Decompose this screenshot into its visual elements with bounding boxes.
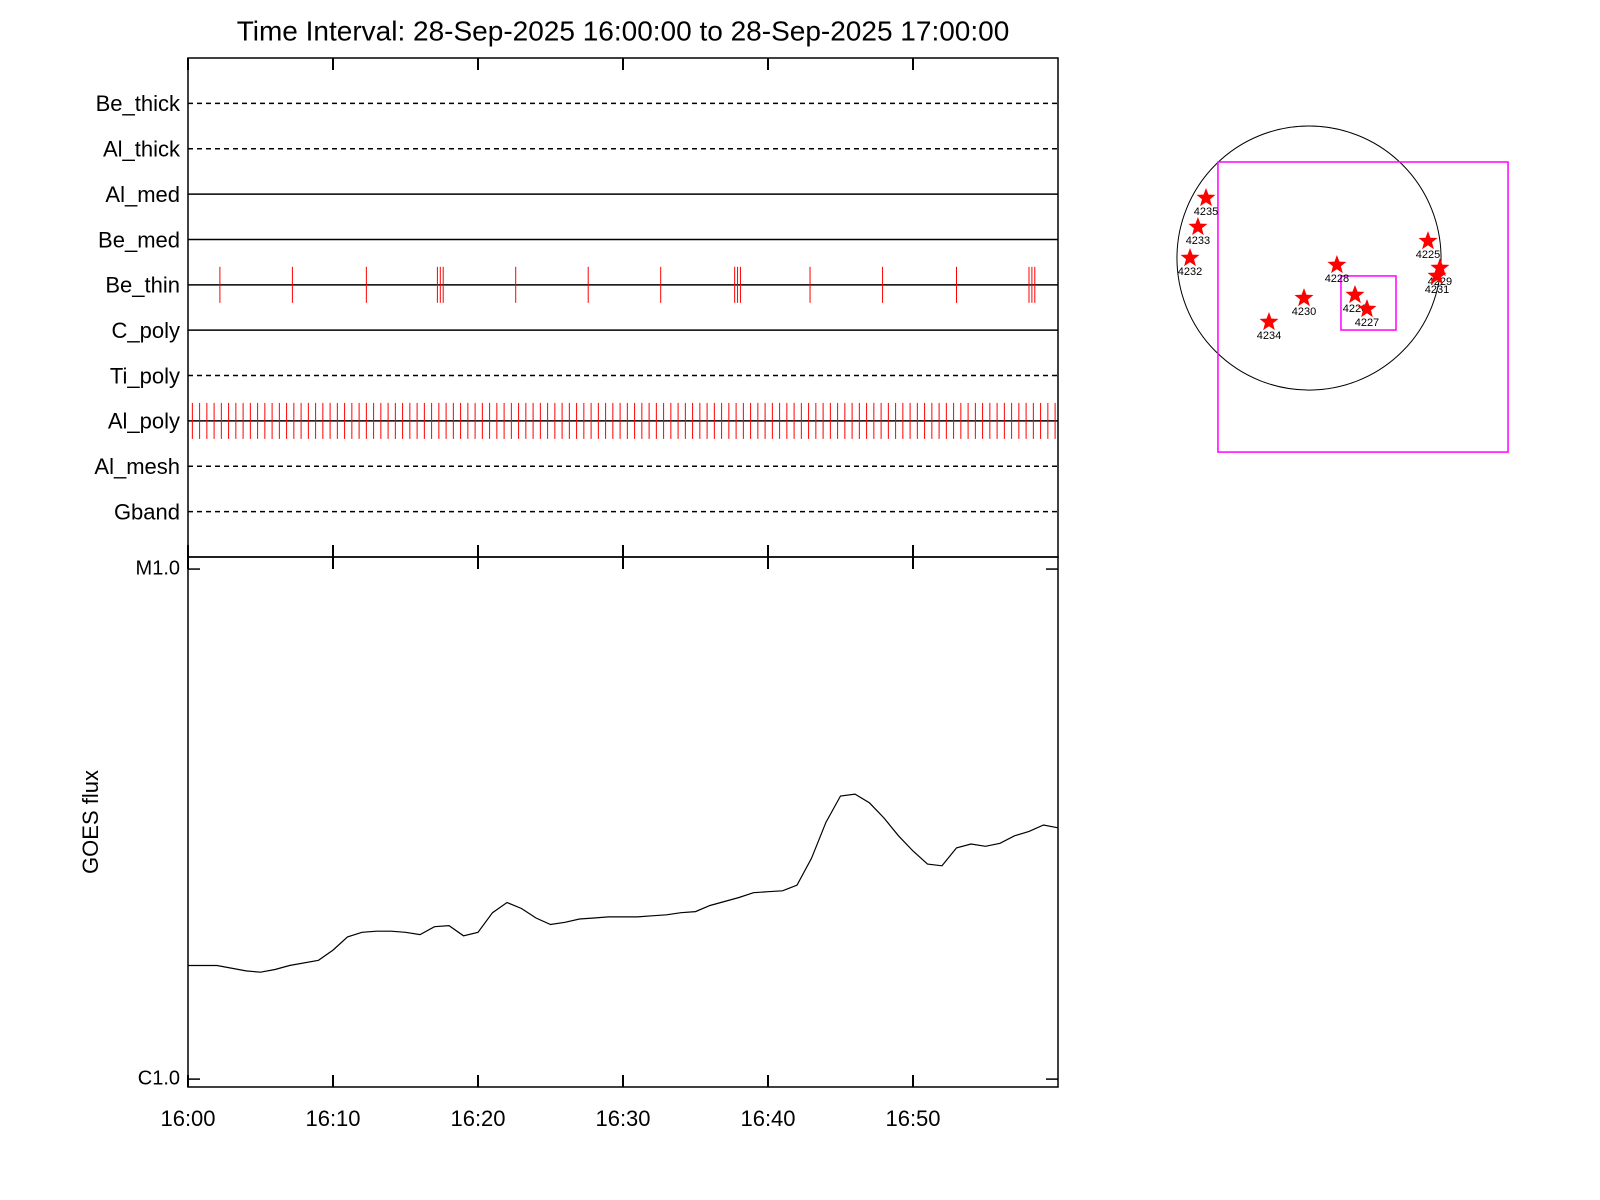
flux-line [188, 793, 1059, 973]
active-region-label: 4227 [1355, 317, 1379, 329]
y-axis-label: GOES flux [78, 770, 103, 874]
filter-label: Gband [114, 499, 180, 524]
panel-frame [187, 57, 1059, 558]
filter-label: C_poly [112, 318, 180, 343]
active-region-star [1345, 285, 1365, 304]
active-region-star [1427, 266, 1447, 285]
active-region-label: 4231 [1425, 284, 1449, 296]
filter-label: Al_mesh [94, 454, 180, 479]
filter-label: Al_thick [103, 137, 181, 162]
x-tick-label: 16:10 [305, 1106, 360, 1131]
active-region-star [1327, 255, 1347, 274]
y-tick-label: C1.0 [138, 1067, 180, 1089]
filter-label: Ti_poly [110, 363, 180, 388]
chart-title: Time Interval: 28-Sep-2025 16:00:00 to 2… [237, 15, 1010, 46]
x-tick-label: 16:20 [450, 1106, 505, 1131]
active-region-star [1259, 312, 1279, 331]
active-region-label: 4234 [1257, 330, 1281, 342]
active-region-star [1294, 288, 1314, 307]
x-tick-label: 16:50 [885, 1106, 940, 1131]
y-tick-label: M1.0 [136, 557, 180, 579]
panel-frame [187, 556, 1059, 1088]
active-region-star [1418, 231, 1438, 250]
active-region-label: 4235 [1194, 206, 1218, 218]
active-region-label: 4232 [1178, 266, 1202, 278]
active-region-star [1196, 188, 1216, 207]
active-region-star [1430, 258, 1450, 277]
x-tick-label: 16:00 [160, 1106, 215, 1131]
filter-label: Be_thick [96, 91, 181, 116]
active-region-label: 4225 [1416, 249, 1440, 261]
x-tick-label: 16:40 [740, 1106, 795, 1131]
filter-label: Be_med [98, 227, 180, 252]
active-region-star [1180, 248, 1200, 267]
active-region-label: 4230 [1292, 306, 1316, 318]
filter-label: Be_thin [105, 273, 180, 298]
filter-label: Al_med [105, 182, 180, 207]
active-region-label: 4233 [1186, 235, 1210, 247]
field-of-view [1217, 161, 1509, 453]
filter-label: Al_poly [108, 409, 180, 434]
x-tick-label: 16:30 [595, 1106, 650, 1131]
active-region-star [1188, 217, 1208, 236]
active-region-label: 4228 [1325, 273, 1349, 285]
active-region-star [1357, 299, 1377, 318]
solar-disk [1176, 125, 1442, 391]
field-of-view [1340, 275, 1397, 331]
